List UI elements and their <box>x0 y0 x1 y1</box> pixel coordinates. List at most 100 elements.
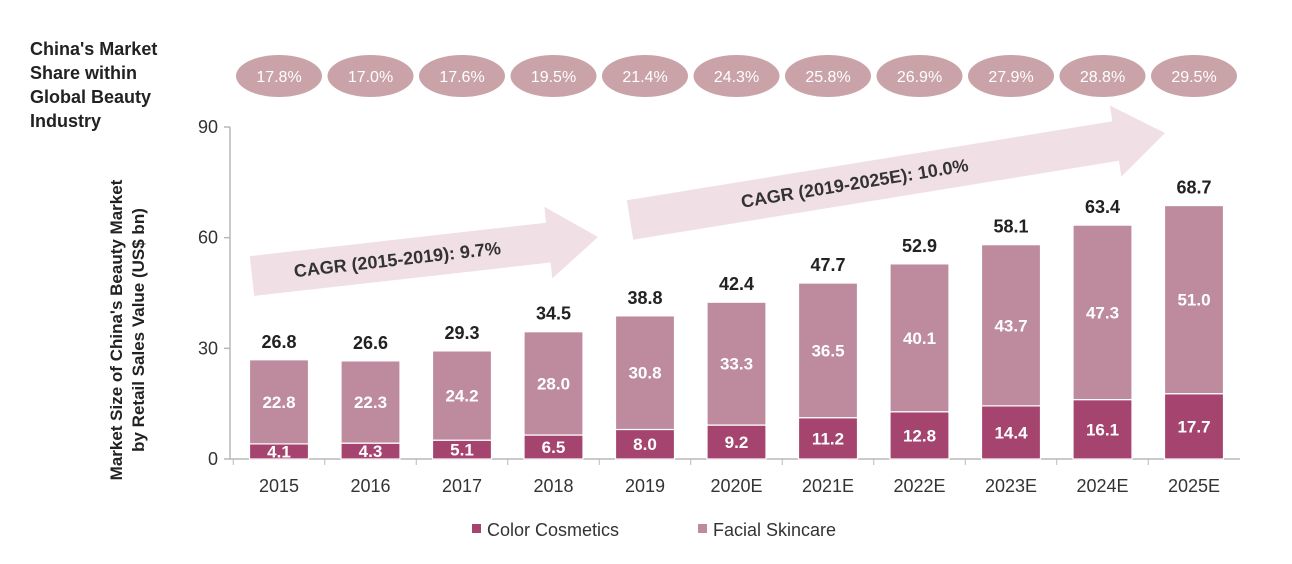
bar-facial-skincare <box>340 360 401 444</box>
x-tick-label: 2025E <box>1168 476 1220 496</box>
bar-segment-label: 36.5 <box>811 341 844 360</box>
x-tick-label: 2021E <box>802 476 854 496</box>
bar-segment-label: 24.2 <box>445 387 478 406</box>
bar-total-label: 58.1 <box>993 217 1028 237</box>
bar-segment-label: 43.7 <box>994 316 1027 335</box>
legend-label: Color Cosmetics <box>487 520 619 540</box>
x-tick-label: 2020E <box>710 476 762 496</box>
market-share-value: 26.9% <box>897 69 942 86</box>
y-tick-label: 60 <box>198 228 218 248</box>
bar-segment-label: 28.0 <box>537 374 570 393</box>
bar-segment-label: 4.3 <box>359 442 383 461</box>
y-axis-label-line: Market Size of China's Beauty Market <box>107 179 126 480</box>
market-share-value: 17.8% <box>256 69 301 86</box>
bar-segment-label: 30.8 <box>628 364 661 383</box>
bar-color-cosmetics <box>1072 399 1133 460</box>
bar-segment-label: 11.2 <box>812 429 844 448</box>
market-share-pill <box>876 55 963 97</box>
y-axis-label-line: by Retail Sales Value (US$ bn) <box>129 208 148 452</box>
bar-total-label: 38.8 <box>627 288 662 308</box>
bar-segment-label: 22.3 <box>354 393 387 412</box>
legend-swatch <box>698 524 707 533</box>
market-share-value: 27.9% <box>988 69 1033 86</box>
bar-segment-label: 6.5 <box>542 438 566 457</box>
y-tick-label: 30 <box>198 338 218 358</box>
market-share-pill <box>693 55 780 97</box>
share-title-line: Global Beauty <box>30 87 151 107</box>
bar-facial-skincare <box>706 301 767 426</box>
bar-color-cosmetics <box>889 411 950 460</box>
bar-segment-label: 16.1 <box>1086 420 1119 439</box>
bar-segment-label: 47.3 <box>1086 303 1119 322</box>
bar-facial-skincare <box>889 263 950 413</box>
market-share-title: China's Market Share within Global Beauty I… <box>30 39 157 131</box>
share-title-line: Industry <box>30 111 101 131</box>
y-axis-label: Market Size of China's Beauty Market by R… <box>107 179 148 480</box>
bar-segment-label: 12.8 <box>903 426 936 445</box>
bar-color-cosmetics <box>980 405 1042 460</box>
market-share-pill <box>602 55 688 97</box>
y-tick-label: 90 <box>198 117 218 137</box>
market-share-value: 17.6% <box>439 69 484 86</box>
bar-color-cosmetics <box>797 417 859 460</box>
x-tick-label: 2017 <box>442 476 482 496</box>
legend-label: Facial Skincare <box>713 520 836 540</box>
x-tick-label: 2022E <box>893 476 945 496</box>
market-share-value: 25.8% <box>805 69 850 86</box>
market-share-value: 29.5% <box>1171 69 1216 86</box>
legend: Color Cosmetics Facial Skincare <box>472 520 836 540</box>
market-share-pill <box>236 55 322 97</box>
cagr-arrow <box>626 105 1165 240</box>
bar-segment-label: 14.4 <box>994 423 1028 442</box>
market-share-value: 21.4% <box>622 69 667 86</box>
share-title-line: China's Market <box>30 39 157 59</box>
x-tick-label: 2015 <box>259 476 299 496</box>
cagr-arrow <box>249 206 599 296</box>
bar-facial-skincare <box>431 350 493 441</box>
bar-color-cosmetics <box>614 428 676 460</box>
x-tick-label: 2024E <box>1076 476 1128 496</box>
bar-color-cosmetics <box>1163 393 1225 460</box>
x-tick-label: 2018 <box>533 476 573 496</box>
bar-total-label: 63.4 <box>1085 197 1120 217</box>
axes: 0 30 60 90 2015 2016 2017 2018 2019 2020E 2021E 202… <box>198 117 1240 496</box>
bar-segment-label: 40.1 <box>903 329 936 348</box>
bar-total-label: 47.7 <box>810 255 845 275</box>
bar-total-label: 68.7 <box>1176 178 1211 198</box>
bar-segment-label: 4.1 <box>267 442 291 461</box>
bar-facial-skincare <box>1163 204 1225 395</box>
bar-facial-skincare <box>1072 224 1133 401</box>
bar-total-label: 29.3 <box>444 323 479 343</box>
share-title-line: Share within <box>30 63 137 83</box>
bar-segment-label: 22.8 <box>262 393 295 412</box>
bars: 4.1 22.8 26.8 4.3 22.3 26.6 5.1 24.2 29.3 6.5 28.0… <box>248 178 1225 461</box>
market-share-row: 17.8% 17.0% 17.6% 19.5% 21.4% 24.3% 25.8% 26.9%… <box>236 55 1237 97</box>
bar-facial-skincare <box>797 282 859 419</box>
bar-total-label: 26.8 <box>261 332 296 352</box>
bar-segment-label: 51.0 <box>1177 291 1210 310</box>
market-share-pill <box>1151 55 1237 97</box>
market-share-value: 17.0% <box>348 69 393 86</box>
x-tick-label: 2019 <box>625 476 665 496</box>
bar-segment-label: 5.1 <box>450 441 474 460</box>
bar-facial-skincare <box>980 244 1042 407</box>
market-share-pill <box>510 55 597 97</box>
x-tick-label: 2023E <box>985 476 1037 496</box>
bar-facial-skincare <box>523 331 584 436</box>
x-tick-label: 2016 <box>350 476 390 496</box>
bar-total-label: 42.4 <box>719 274 754 294</box>
market-share-value: 19.5% <box>531 69 576 86</box>
bar-segment-label: 8.0 <box>633 435 657 454</box>
bar-total-label: 34.5 <box>536 304 571 324</box>
legend-swatch <box>472 524 481 533</box>
market-share-pill <box>419 55 505 97</box>
market-share-value: 24.3% <box>714 69 759 86</box>
bar-segment-label: 9.2 <box>725 433 749 452</box>
bar-total-label: 52.9 <box>902 236 937 256</box>
bar-segment-label: 33.3 <box>720 355 753 374</box>
bar-segment-label: 17.7 <box>1177 417 1210 436</box>
market-share-pill <box>1059 55 1146 97</box>
market-share-pill <box>785 55 871 97</box>
